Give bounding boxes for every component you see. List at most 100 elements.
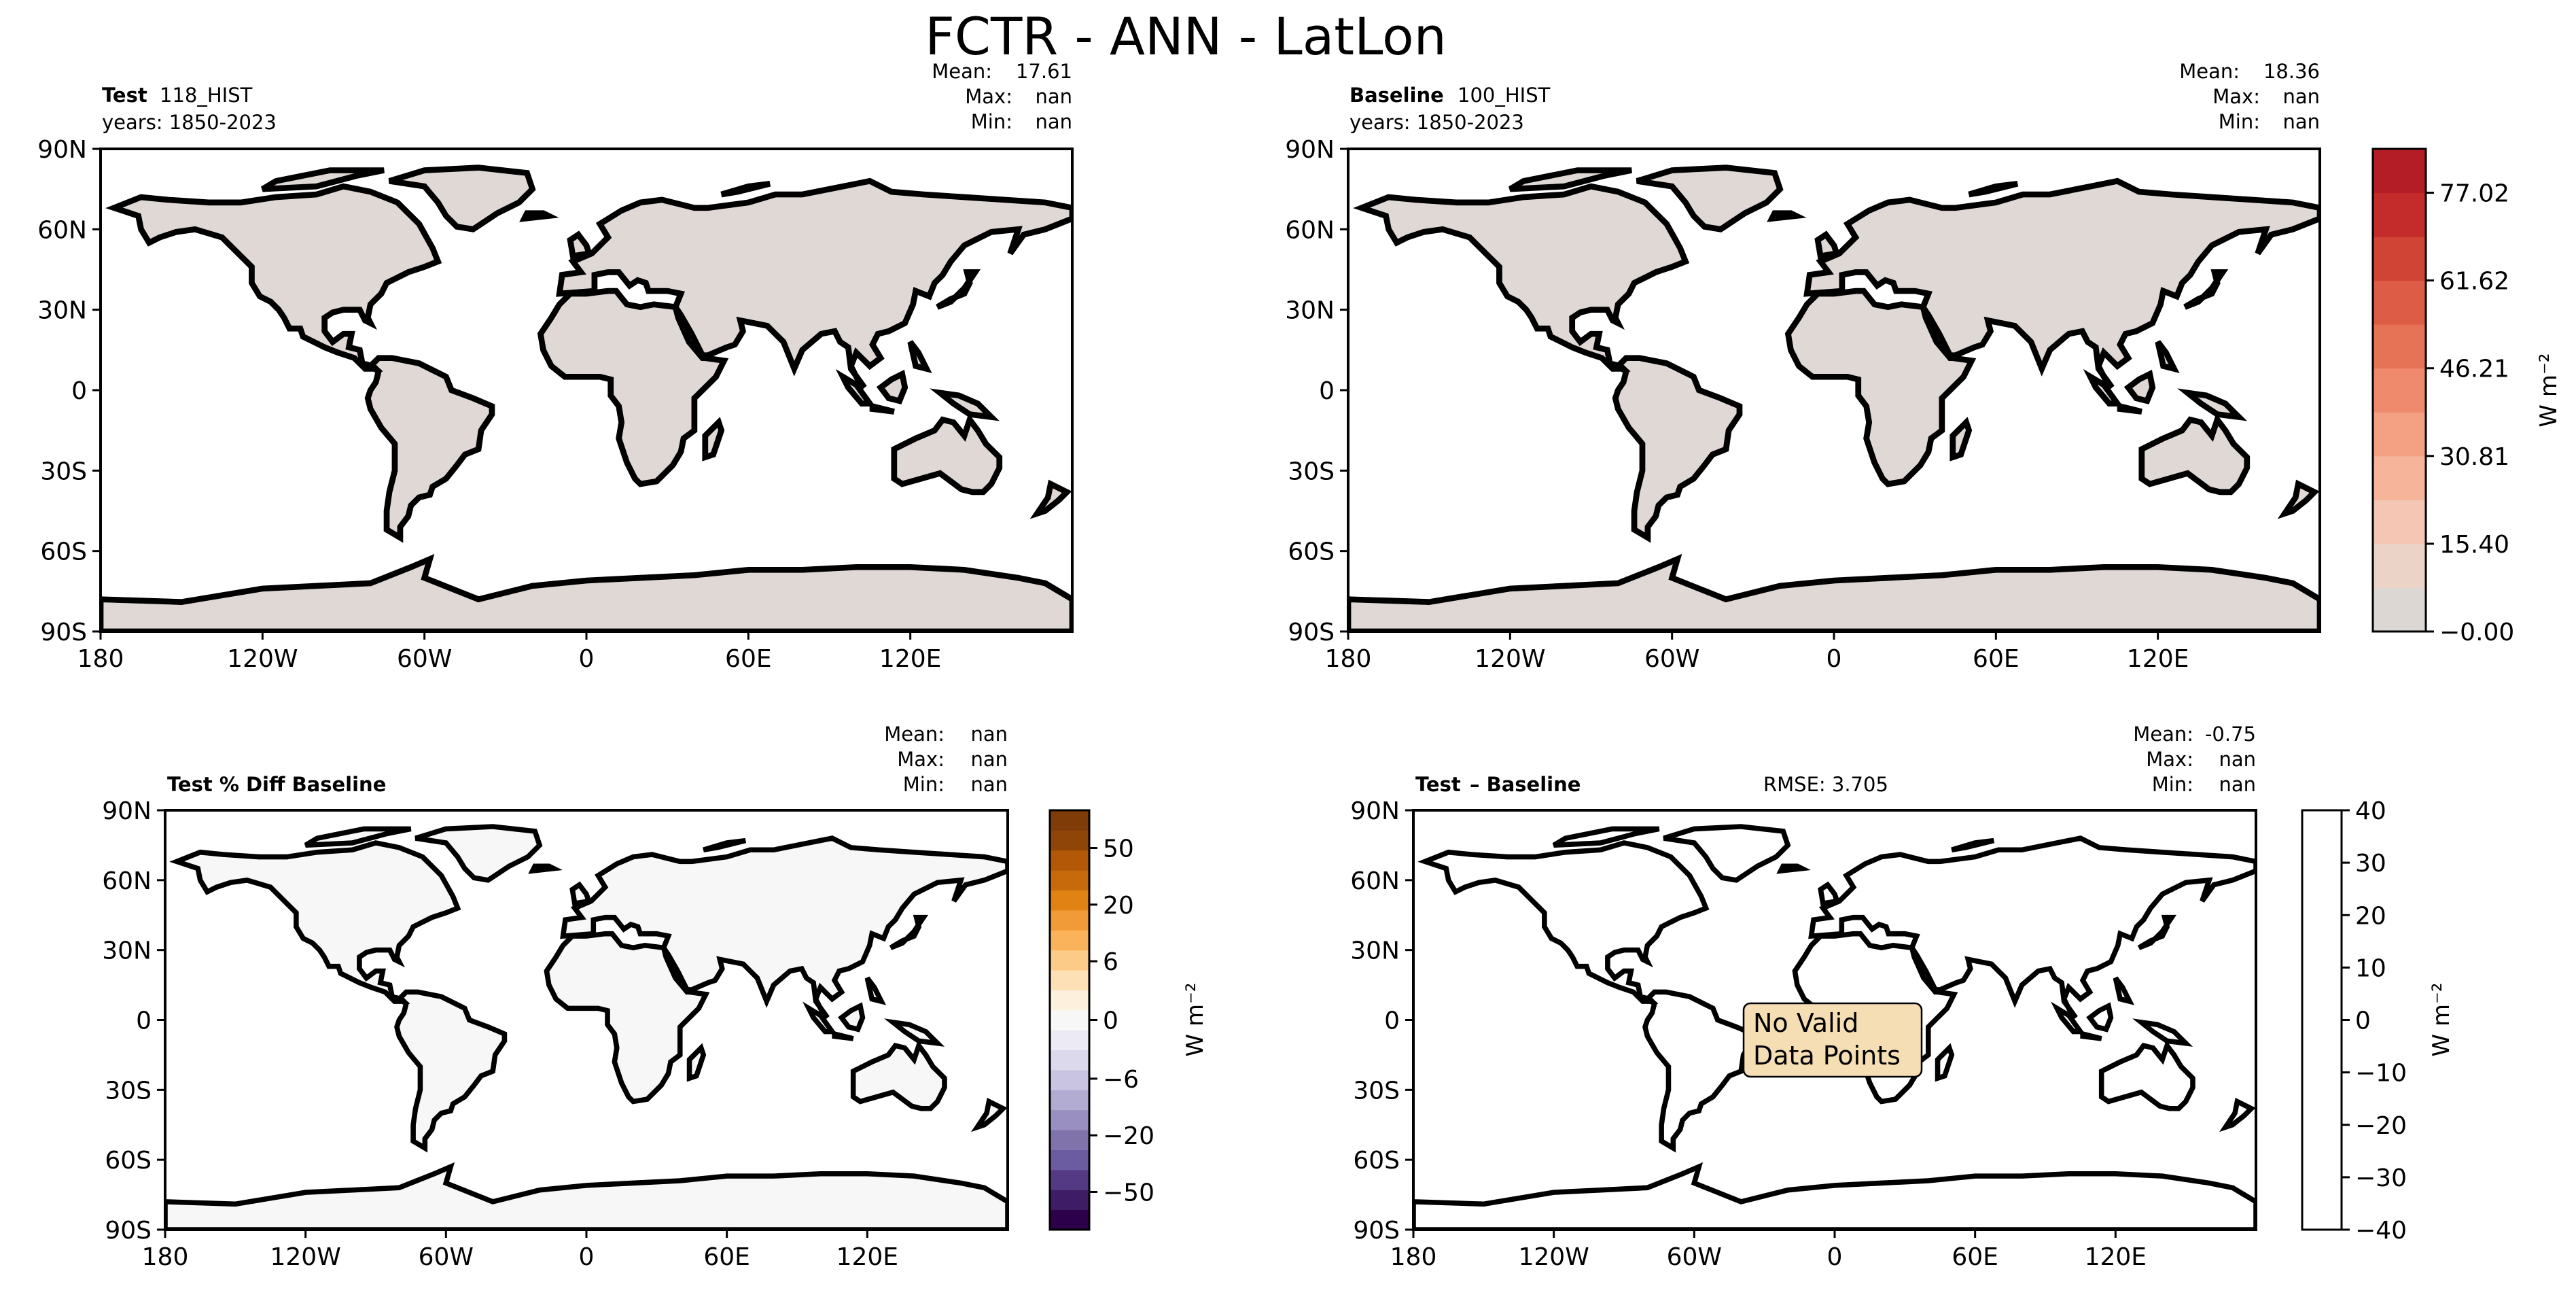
colorbar-pct-tick-label: −6 (1103, 1066, 1139, 1094)
test-lat-label: 60S (40, 538, 87, 566)
panel-baseline: Baseline 100_HIST years: 1850-2023 Mean:… (1285, 60, 2321, 673)
panel-test-years: years: 1850-2023 (102, 111, 277, 134)
baseline-lon-label: 120W (1475, 645, 1545, 673)
colorbar-pct-segment (1050, 1050, 1089, 1071)
colorbar-pct-segment (1050, 1009, 1089, 1030)
baseline-lon-label: 60W (1644, 645, 1699, 673)
colorbar-main-tick-label: 30.81 (2439, 443, 2509, 471)
diff-lat-label: 90S (1353, 1217, 1400, 1245)
colorbar-main-segment (2373, 500, 2426, 544)
colorbar-main-segment (2373, 280, 2426, 325)
test-lon-label: 120W (227, 645, 298, 673)
panel-diff-title-rest: – Baseline (1470, 773, 1581, 796)
colorbar-diff-tick-label: −40 (2355, 1217, 2407, 1245)
diff-lon-label: 180 (1390, 1243, 1437, 1271)
baseline-lon-label: 0 (1827, 645, 1842, 673)
panel-diff-rmse: RMSE: 3.705 (1763, 773, 1888, 796)
colorbar-main-tick-label: 46.21 (2439, 356, 2509, 383)
panel-baseline-min: nan (2282, 110, 2320, 133)
colorbar-main: 77.02 61.62 46.21 30.81 15.40 −0.00 (2371, 148, 2514, 646)
colorbar-main-segment (2373, 368, 2426, 413)
pctdiff-lon-label: 180 (142, 1243, 189, 1271)
panel-diff-min: nan (2219, 773, 2256, 796)
baseline-lon-label: 120E (2127, 645, 2189, 673)
pctdiff-lat-label: 90N (102, 797, 152, 825)
colorbar-pct-segment (1050, 1130, 1089, 1150)
colorbar-diff-tick-label: −10 (2355, 1060, 2407, 1088)
panel-pctdiff-min-label: Min: (903, 773, 945, 796)
panel-test-max-label: Max: (965, 85, 1012, 108)
pctdiff-lon-label: 0 (579, 1243, 595, 1271)
panel-baseline-mean-label: Mean: (2179, 60, 2240, 83)
diff-lat-label: 60S (1353, 1147, 1400, 1175)
panel-baseline-max: nan (2282, 85, 2320, 108)
colorbar-diff-tick-label: 0 (2355, 1007, 2371, 1035)
colorbar-main-frame (2371, 148, 2427, 633)
colorbar-pct-segment (1050, 830, 1089, 851)
baseline-lat-label: 30N (1285, 297, 1335, 325)
diff-lon-label: 0 (1827, 1243, 1843, 1271)
panel-diff-min-label: Min: (2152, 773, 2193, 796)
panel-pctdiff-mean: nan (970, 723, 1008, 746)
colorbar-diff-tick-label: 30 (2355, 850, 2386, 878)
panel-diff-max-label: Max: (2146, 748, 2193, 771)
colorbar-main-tick-label: 77.02 (2439, 180, 2509, 208)
panel-baseline-min-label: Min: (2219, 110, 2260, 133)
colorbar-main-segment (2373, 412, 2426, 457)
colorbar-pct-tick-label: −20 (1103, 1122, 1154, 1150)
colorbar-main-segment (2373, 192, 2426, 237)
colorbar-diff-tick-label: 10 (2355, 954, 2386, 982)
colorbar-main-segment (2373, 237, 2426, 281)
colorbar-pct-segment (1050, 1030, 1089, 1051)
colorbar-main-segment (2373, 543, 2426, 588)
pctdiff-lat-label: 0 (136, 1007, 152, 1035)
baseline-lat-label: 30S (1288, 457, 1335, 485)
baseline-lat-label: 90S (1288, 619, 1335, 646)
diff-lat-label: 0 (1384, 1007, 1400, 1035)
colorbar-pct-segment (1050, 1149, 1089, 1171)
colorbar-pct-segment (1050, 910, 1089, 931)
baseline-lat-label: 0 (1319, 377, 1335, 405)
pctdiff-lat-label: 30N (102, 937, 152, 965)
panel-test-mean-label: Mean: (932, 60, 992, 83)
colorbar-pct-tick-label: 50 (1103, 835, 1134, 863)
diff-lon-label: 120W (1519, 1243, 1589, 1271)
test-lon-label: 180 (77, 645, 124, 673)
colorbar-pct-segment (1050, 1169, 1089, 1190)
colorbar-main-tick-label: 15.40 (2439, 531, 2509, 559)
colorbar-pct-segment (1050, 1090, 1089, 1111)
panel-diff-mean-label: Mean: (2133, 723, 2193, 746)
no-data-box (1742, 1002, 1923, 1078)
panel-pctdiff-max-label: Max: (897, 748, 945, 771)
test-lat-label: 60N (37, 216, 87, 244)
colorbar-pct-segment (1050, 1069, 1089, 1090)
panel-pctdiff-min: nan (970, 773, 1008, 796)
panel-test-title-rest: 118_HIST (160, 84, 253, 107)
pctdiff-lon-label: 60E (703, 1243, 750, 1271)
test-lat-label: 30S (40, 457, 87, 485)
colorbar-pct-segment (1050, 930, 1089, 951)
panel-baseline-mean: 18.36 (2263, 60, 2320, 83)
panel-pctdiff-max: nan (970, 748, 1008, 771)
baseline-lat-label: 90N (1285, 136, 1335, 164)
pctdiff-lon-label: 60W (419, 1243, 474, 1271)
panel-diff-max: nan (2219, 748, 2256, 771)
panel-test-max: nan (1035, 85, 1072, 108)
panel-pctdiff-title: Test % Diff Baseline (167, 773, 386, 796)
test-lat-label: 90S (40, 619, 87, 646)
pctdiff-lat-label: 30S (105, 1077, 152, 1105)
colorbar-pct-segment (1050, 1209, 1089, 1230)
colorbar-pct-tick-label: 20 (1103, 892, 1134, 920)
test-lon-label: 0 (579, 645, 595, 673)
panel-pctdiff-mean-label: Mean: (884, 723, 945, 746)
colorbar-pct-segment (1050, 1109, 1089, 1130)
diff-lat-label: 60N (1350, 867, 1400, 895)
panel-test: Test 118_HIST years: 1850-2023 Mean: 17.… (37, 60, 1074, 673)
panel-diff-mean: -0.75 (2205, 723, 2256, 746)
test-lon-label: 60E (725, 645, 772, 673)
colorbar-diff-tick-label: 20 (2355, 902, 2386, 930)
figure-title: FCTR - ANN - LatLon (925, 6, 1447, 67)
panel-baseline-years: years: 1850-2023 (1349, 111, 1524, 134)
